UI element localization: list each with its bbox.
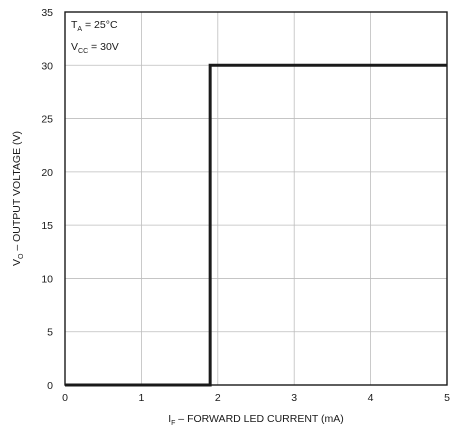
y-tick-label-10: 10	[41, 273, 53, 285]
y-axis-label: VO – OUTPUT VOLTAGE (V)	[11, 131, 25, 266]
x-tick-label-4: 4	[368, 392, 374, 404]
annotation-supply-voltage: VCC = 30V	[71, 41, 119, 55]
x-tick-label-5: 5	[444, 392, 450, 404]
series-group	[65, 63, 447, 387]
grid-lines	[65, 12, 447, 385]
y-tick-label-0: 0	[47, 380, 53, 392]
y-tick-label-20: 20	[41, 167, 53, 179]
y-tick-label-30: 30	[41, 60, 53, 72]
x-tick-label-2: 2	[215, 392, 221, 404]
y-tick-label-5: 5	[47, 327, 53, 339]
y-tick-labels: 0 5 10 15 20 25 30 35	[41, 7, 53, 392]
x-tick-labels: 0 1 2 3 4 5	[62, 392, 450, 404]
annotation-temperature: TA = 25°C	[71, 19, 118, 33]
x-tick-label-3: 3	[291, 392, 297, 404]
x-tick-label-0: 0	[62, 392, 68, 404]
y-tick-label-15: 15	[41, 220, 53, 232]
plot-frame	[64, 11, 448, 386]
x-tick-label-1: 1	[138, 392, 144, 404]
series-line-0	[65, 63, 447, 387]
x-axis-label: IF – FORWARD LED CURRENT (mA)	[168, 413, 344, 427]
y-tick-label-25: 25	[41, 114, 53, 126]
y-tick-label-35: 35	[41, 7, 53, 19]
